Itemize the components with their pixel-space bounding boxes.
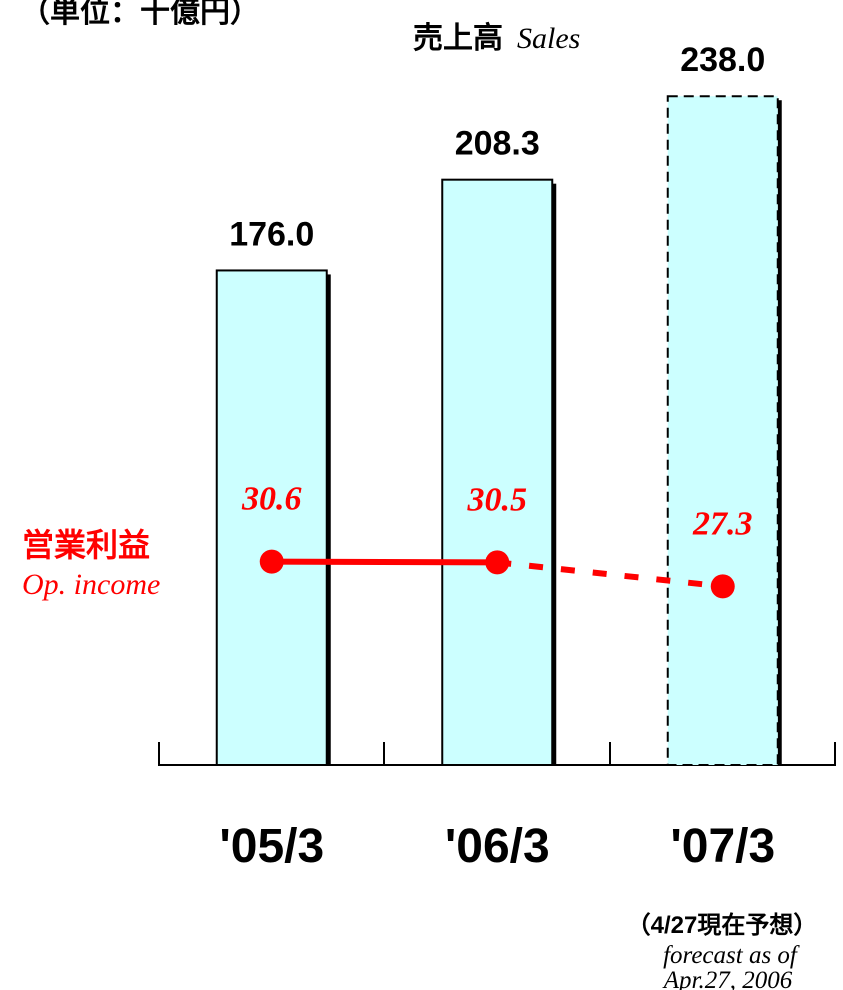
bar-shadow (777, 100, 782, 766)
opincome-series (259, 549, 735, 599)
sales-bar (215, 269, 328, 766)
sales-value-labels: 176.0 208.3 238.0 (229, 41, 765, 253)
sales-value-label: 238.0 (680, 41, 765, 79)
sales-value-label: 176.0 (229, 215, 314, 253)
opincome-value-labels: 30.6 30.5 27.3 (241, 481, 753, 543)
category-label: '05/3 (219, 820, 324, 873)
sales-series-label: 売上高 Sales (413, 22, 580, 55)
sales-bar-forecast (666, 95, 779, 767)
unit-label: （単位：十億円） (20, 0, 260, 29)
category-labels: '05/3 '06/3 '07/3 (219, 820, 775, 873)
opincome-value-label: 30.6 (241, 481, 302, 518)
forecast-note-line3: Apr.27, 2006 (662, 967, 793, 990)
opincome-label-en: Op. income (22, 568, 160, 601)
opincome-point (485, 550, 510, 575)
opincome-line (271, 558, 498, 566)
opincome-value-label: 30.5 (467, 481, 528, 518)
sales-label-en: Sales (517, 22, 580, 55)
sales-bars (215, 95, 782, 767)
opincome-value-label: 27.3 (692, 505, 753, 542)
opincome-line-forecast (496, 559, 724, 590)
category-label: '07/3 (670, 820, 775, 873)
opincome-point (710, 574, 735, 599)
opincome-point (259, 549, 284, 574)
forecast-note-line2: forecast as of (663, 942, 800, 969)
sales-bar (441, 178, 554, 766)
opincome-label-jp: 営業利益 (22, 527, 150, 563)
sales-label-jp: 売上高 (413, 22, 503, 55)
category-label: '06/3 (445, 820, 550, 873)
forecast-note-line1: （4/27現在予想） (627, 911, 818, 939)
sales-value-label: 208.3 (455, 125, 540, 163)
forecast-note: （4/27現在予想） forecast as of Apr.27, 2006 (627, 911, 818, 990)
